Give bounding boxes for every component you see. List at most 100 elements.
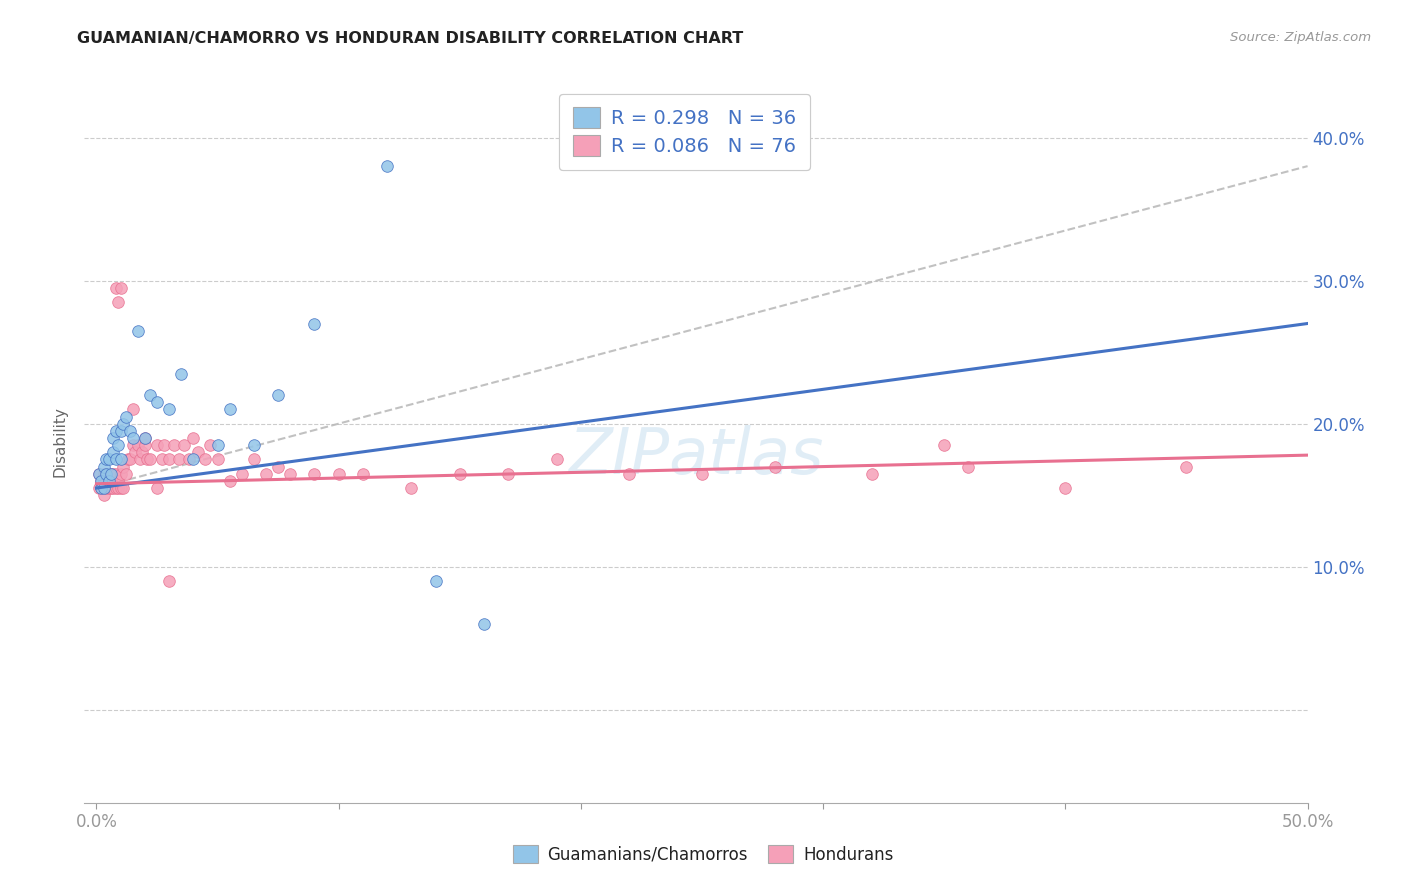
Point	[100, 467, 122, 481]
Point	[129, 452, 152, 467]
Point	[496, 467, 519, 481]
Point	[96, 481, 118, 495]
Text: GUAMANIAN/CHAMORRO VS HONDURAN DISABILITY CORRELATION CHART: GUAMANIAN/CHAMORRO VS HONDURAN DISABILIT…	[77, 31, 744, 46]
Point	[121, 402, 143, 417]
Point	[97, 481, 120, 495]
Point	[107, 295, 129, 310]
Point	[183, 431, 205, 445]
Point	[1054, 481, 1077, 495]
Point	[127, 324, 149, 338]
Point	[401, 481, 423, 495]
Point	[87, 467, 110, 481]
Point	[107, 481, 129, 495]
Point	[267, 388, 290, 402]
Point	[860, 467, 883, 481]
Point	[87, 481, 110, 495]
Point	[139, 452, 162, 467]
Point	[200, 438, 222, 452]
Point	[177, 452, 200, 467]
Point	[763, 459, 786, 474]
Point	[121, 438, 143, 452]
Point	[97, 474, 120, 488]
Legend: Guamanians/Chamorros, Hondurans: Guamanians/Chamorros, Hondurans	[506, 838, 900, 871]
Point	[100, 481, 122, 495]
Point	[97, 452, 120, 467]
Point	[304, 467, 326, 481]
Point	[112, 481, 135, 495]
Point	[90, 474, 112, 488]
Point	[121, 431, 143, 445]
Point	[112, 417, 135, 431]
Point	[231, 467, 253, 481]
Point	[449, 467, 471, 481]
Point	[146, 395, 169, 409]
Point	[87, 467, 110, 481]
Point	[110, 281, 132, 295]
Point	[110, 481, 132, 495]
Point	[114, 467, 136, 481]
Point	[328, 467, 350, 481]
Point	[117, 452, 139, 467]
Point	[97, 474, 120, 488]
Point	[127, 438, 149, 452]
Point	[120, 424, 142, 438]
Point	[104, 467, 127, 481]
Point	[546, 452, 568, 467]
Point	[90, 481, 112, 495]
Point	[96, 467, 118, 481]
Point	[157, 574, 180, 588]
Point	[90, 481, 112, 495]
Point	[103, 445, 125, 459]
Point	[136, 452, 159, 467]
Point	[157, 452, 180, 467]
Point	[957, 459, 980, 474]
Point	[157, 402, 180, 417]
Point	[267, 459, 290, 474]
Point	[103, 467, 125, 481]
Text: ZIP​atlas: ZIP​atlas	[568, 425, 824, 487]
Point	[375, 159, 398, 173]
Point	[103, 481, 125, 495]
Point	[104, 281, 127, 295]
Point	[207, 452, 229, 467]
Point	[96, 467, 118, 481]
Point	[934, 438, 956, 452]
Point	[100, 474, 122, 488]
Point	[104, 481, 127, 495]
Point	[93, 488, 115, 502]
Point	[93, 459, 115, 474]
Point	[173, 438, 195, 452]
Point	[218, 474, 240, 488]
Point	[1175, 459, 1198, 474]
Point	[93, 474, 115, 488]
Point	[167, 452, 190, 467]
Point	[472, 617, 495, 632]
Point	[207, 438, 229, 452]
Point	[134, 438, 156, 452]
Point	[187, 445, 209, 459]
Point	[96, 452, 118, 467]
Point	[107, 438, 129, 452]
Point	[150, 452, 173, 467]
Point	[93, 467, 115, 481]
Point	[107, 474, 129, 488]
Point	[194, 452, 217, 467]
Point	[110, 452, 132, 467]
Legend: R = 0.298   N = 36, R = 0.086   N = 76: R = 0.298 N = 36, R = 0.086 N = 76	[560, 94, 810, 170]
Point	[93, 481, 115, 495]
Point	[110, 424, 132, 438]
Point	[104, 424, 127, 438]
Point	[120, 452, 142, 467]
Point	[90, 474, 112, 488]
Point	[104, 452, 127, 467]
Y-axis label: Disability: Disability	[52, 406, 67, 477]
Point	[352, 467, 374, 481]
Point	[425, 574, 447, 588]
Point	[619, 467, 641, 481]
Point	[112, 459, 135, 474]
Point	[304, 317, 326, 331]
Point	[146, 438, 169, 452]
Point	[131, 445, 153, 459]
Text: Source: ZipAtlas.com: Source: ZipAtlas.com	[1230, 31, 1371, 45]
Point	[134, 431, 156, 445]
